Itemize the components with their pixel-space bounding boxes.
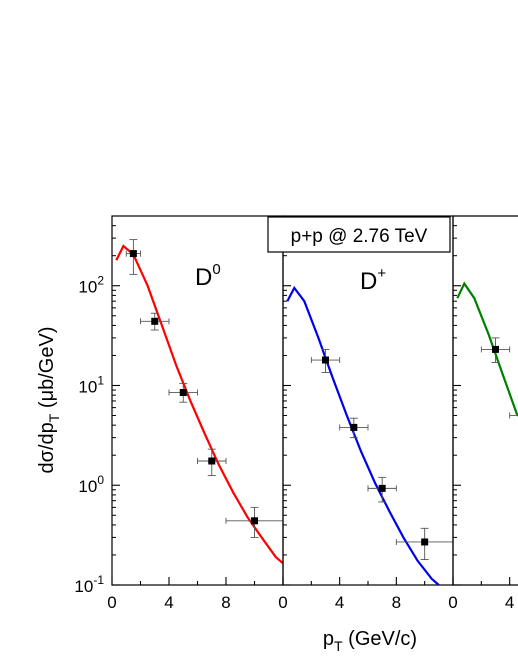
y-axis-title: dσ/dpT (μb/GeV) [36, 327, 62, 474]
data-point [125, 239, 141, 275]
data-marker [179, 389, 187, 397]
data-point [310, 348, 341, 373]
panel-third-frame [452, 215, 518, 586]
energy-annotation: p+p @ 2.76 TeV [267, 216, 451, 253]
data-marker [151, 317, 159, 325]
panel-dplus-curve-layer [286, 285, 440, 585]
x-tick-label: 0 [107, 593, 116, 612]
data-point [480, 337, 511, 363]
x-tick-label: 4 [164, 593, 173, 612]
model-curve [286, 285, 440, 585]
data-marker [322, 356, 329, 364]
panel-dplus-points-layer [310, 348, 454, 560]
y-tick-label-2: 101 [78, 373, 104, 396]
panel-dplus: 0 4 8 D+ [278, 215, 454, 612]
panel-d0-ticks: 0 4 8 [107, 215, 284, 612]
panel-third-points-layer [480, 337, 518, 419]
data-point [140, 312, 170, 331]
data-point [509, 412, 518, 419]
data-point [395, 527, 454, 560]
x-tick-label: 4 [505, 593, 514, 612]
data-marker [492, 345, 499, 353]
x-tick-label: 8 [221, 593, 230, 612]
x-tick-label: 0 [278, 593, 287, 612]
panel-third-curve-layer [456, 281, 518, 417]
model-curve [115, 244, 283, 565]
y-tick-label-0: 10-1 [74, 573, 104, 596]
x-tick-label: 8 [392, 593, 401, 612]
panel-dplus-particle-label: D+ [360, 265, 386, 295]
data-point [225, 506, 284, 538]
annotation-text: p+p @ 2.76 TeV [291, 226, 428, 247]
x-tick-label: 0 [448, 593, 457, 612]
data-point [168, 382, 198, 403]
data-marker [129, 250, 137, 258]
data-point [367, 476, 397, 503]
data-point [339, 417, 369, 439]
panel-d0-points-layer [125, 239, 284, 538]
data-marker [421, 538, 429, 546]
x-axis-title: pT (GeV/c) [323, 628, 417, 654]
panel-d0-curve-layer [115, 244, 283, 565]
annotation-box [267, 216, 451, 253]
y-tick-labels: 10-1 100 101 102 [74, 274, 104, 596]
model-curve [456, 281, 518, 417]
data-marker [350, 423, 358, 431]
panel-d0-particle-label: D0 [195, 261, 221, 291]
data-point [197, 448, 227, 477]
data-marker [378, 484, 386, 492]
y-tick-label-3: 102 [78, 274, 104, 297]
y-tick-label-1: 100 [78, 473, 104, 496]
data-marker [251, 517, 258, 525]
panel-d0: 0 4 8 D0 [107, 215, 284, 612]
panel-dplus-ticks: 0 4 8 [278, 215, 454, 612]
data-marker [208, 457, 216, 465]
x-tick-label: 4 [335, 593, 344, 612]
